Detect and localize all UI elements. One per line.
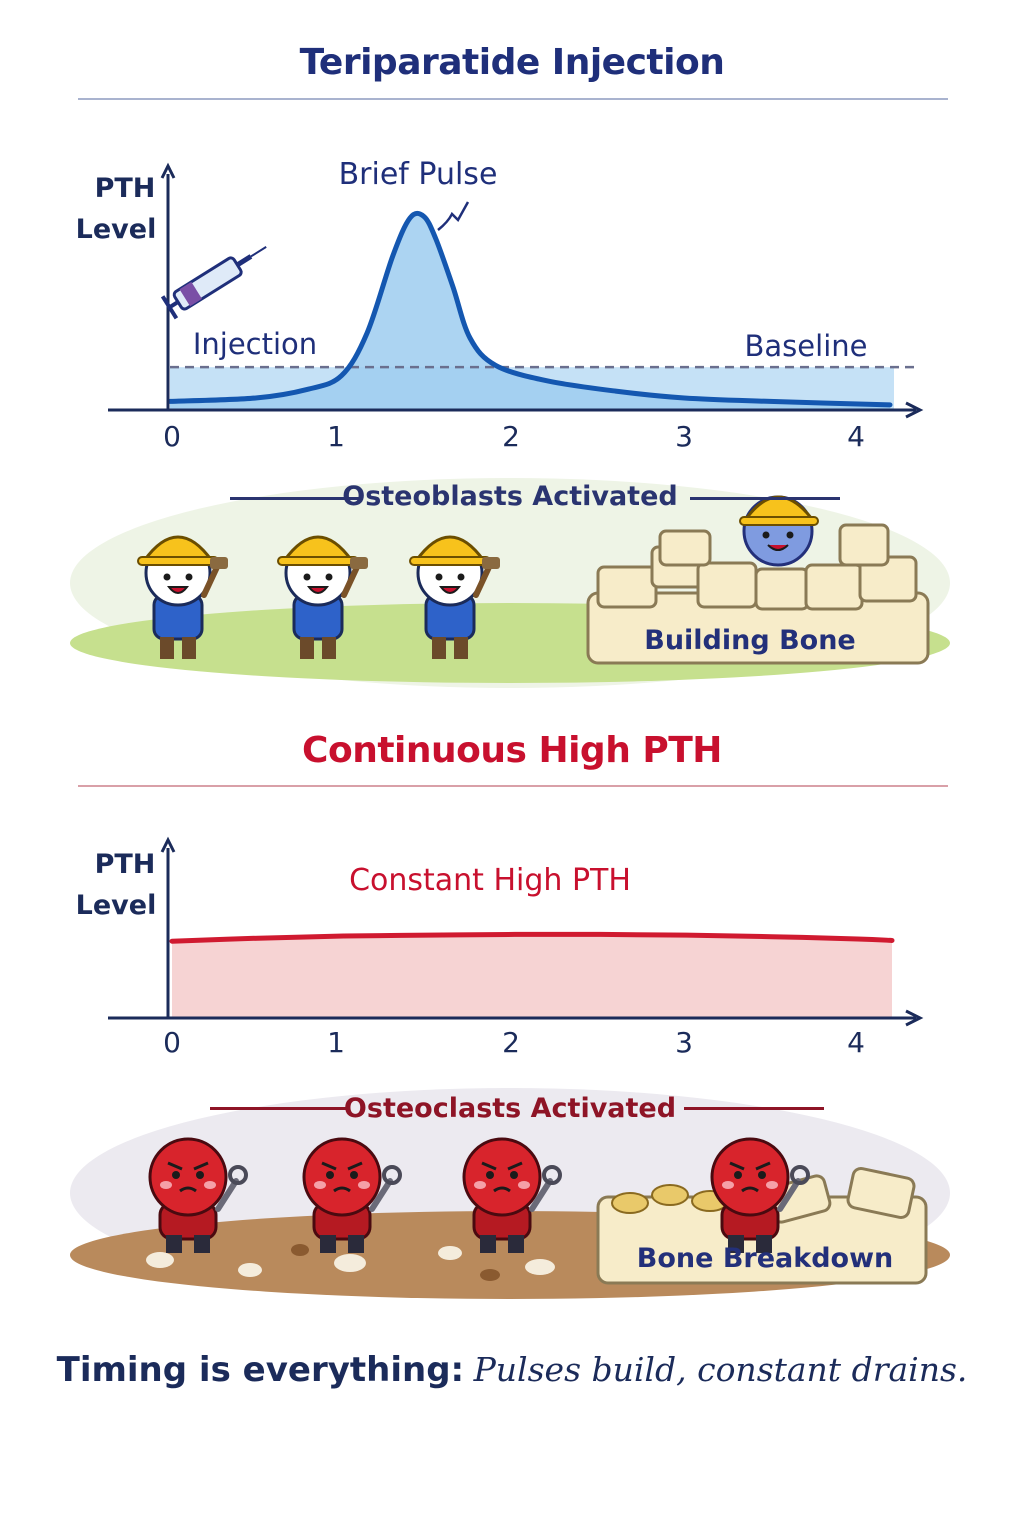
- osteoclast-scene: Osteoclasts Activated Bone Breakdown: [70, 1085, 950, 1310]
- osteoclast-illustration: [70, 1088, 950, 1299]
- syringe-icon: [160, 246, 267, 320]
- x-axis-arrow: [905, 401, 924, 419]
- y-axis-arrow: [160, 162, 176, 179]
- footer-tagline: Timing is everything: Pulses build, cons…: [0, 1350, 1024, 1390]
- osteoblast-illustration: [70, 478, 950, 688]
- title-divider: [78, 98, 948, 100]
- section-title-continuous: Continuous High PTH: [302, 730, 722, 771]
- x-tick-label: 4: [847, 1026, 865, 1059]
- x-axis-arrow: [905, 1009, 924, 1027]
- y-axis-label-line2: Level: [76, 890, 157, 921]
- x-tick-label: 3: [675, 1026, 693, 1059]
- osteoblast-scene: Osteoblasts Activated Building Bone: [70, 465, 950, 690]
- osteoblast-worker-icon: [409, 535, 500, 659]
- section-title-pulse: Teriparatide Injection: [299, 42, 725, 83]
- pulse-chart: 0 1 2 3 4 PTH Level Brief Pulse Injection Ba…: [76, 157, 924, 453]
- constant-chart: 0 1 2 3 4 PTH Level Constant High PTH: [76, 836, 924, 1059]
- x-tick-label: 4: [847, 420, 865, 453]
- block-label-bone-breakdown: Bone Breakdown: [636, 1243, 894, 1274]
- osteoclast-cell-icon: [302, 1137, 402, 1253]
- x-tick-label: 3: [675, 420, 693, 453]
- annotation-brief-pulse: Brief Pulse: [339, 157, 498, 192]
- osteoblast-worker-icon: [137, 535, 228, 659]
- constant-series-line: [169, 931, 895, 944]
- osteoclast-cell-icon: [148, 1137, 248, 1253]
- constant-area: [172, 934, 892, 1018]
- footer-italic: Pulses build, constant drains.: [473, 1350, 968, 1389]
- banner-osteoblasts: Osteoblasts Activated: [342, 481, 678, 512]
- x-tick-label: 1: [327, 1026, 345, 1059]
- line-label-constant-high: Constant High PTH: [349, 863, 631, 898]
- x-tick-label: 1: [327, 420, 345, 453]
- title-divider: [78, 785, 948, 787]
- baseline-label: Baseline: [745, 329, 868, 363]
- osteoclast-cell-icon: [462, 1137, 562, 1253]
- y-axis-label-line1: PTH: [95, 173, 156, 204]
- x-tick-label: 2: [502, 1026, 520, 1059]
- banner-rule-right: [690, 497, 840, 500]
- y-axis-arrow: [160, 836, 176, 853]
- pulse-pointer-arrow: [437, 201, 470, 231]
- x-tick-label: 2: [502, 420, 520, 453]
- debris-rubble: [146, 1244, 555, 1281]
- banner-rule-left: [210, 1107, 350, 1110]
- banner-rule-left: [230, 497, 360, 500]
- block-label-building-bone: Building Bone: [644, 625, 856, 656]
- y-axis-label-line1: PTH: [95, 849, 156, 880]
- banner-osteoclasts: Osteoclasts Activated: [343, 1093, 677, 1124]
- annotation-injection: Injection: [193, 327, 317, 361]
- y-axis-label-line2: Level: [76, 214, 157, 245]
- x-tick-label: 0: [163, 1026, 181, 1059]
- x-tick-label: 0: [163, 420, 181, 453]
- banner-rule-right: [684, 1107, 824, 1110]
- osteoblast-worker-icon: [277, 535, 368, 659]
- footer-bold: Timing is everything:: [56, 1350, 465, 1390]
- osteoclast-cell-icon: [710, 1137, 810, 1253]
- bone-block-wall: [586, 523, 930, 665]
- pulse-series-line: [167, 210, 893, 408]
